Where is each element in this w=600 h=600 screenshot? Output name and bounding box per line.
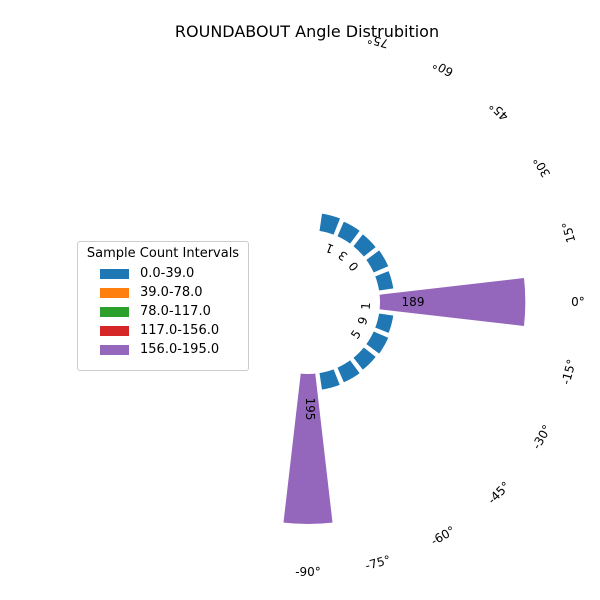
legend-swatch <box>100 287 129 298</box>
value-label: 189 <box>402 295 425 309</box>
legend-label: 117.0-156.0 <box>140 323 220 338</box>
value-label: 195 <box>303 398 317 421</box>
polar-bar <box>363 328 391 357</box>
polar-bar <box>372 311 396 336</box>
legend-swatch <box>100 268 129 279</box>
legend-item: 156.0-195.0 <box>86 340 240 359</box>
legend-label: 0.0-39.0 <box>140 266 195 281</box>
radial-tick-label: 0 <box>346 259 362 274</box>
legend-title: Sample Count Intervals <box>86 246 240 261</box>
radial-tick-label: 5 <box>348 327 364 341</box>
legend-swatch <box>100 344 129 355</box>
angle-tick-label: -90° <box>295 565 321 579</box>
legend: Sample Count Intervals 0.0-39.0 39.0-78.… <box>77 241 249 371</box>
angle-tick-label: -45° <box>485 479 513 507</box>
polar-bar <box>377 275 528 329</box>
polar-bar <box>350 344 379 373</box>
bars-group <box>281 211 528 526</box>
polar-bar <box>363 247 391 276</box>
legend-item: 39.0-78.0 <box>86 283 240 302</box>
polar-bar <box>317 211 343 238</box>
legend-label: 156.0-195.0 <box>140 342 220 357</box>
angle-tick-label: 15° <box>559 220 578 244</box>
polar-bar <box>372 268 396 293</box>
polar-bar <box>281 371 335 526</box>
radial-tick-label: 3 <box>336 248 351 264</box>
angle-tick-label: -15° <box>559 358 579 386</box>
angle-tick-label: 45° <box>486 99 511 124</box>
polar-bar <box>334 219 363 247</box>
angle-tick-label: 30° <box>530 154 553 179</box>
radial-tick-label: 1 <box>359 302 373 311</box>
angle-tick-label: -30° <box>529 422 554 451</box>
angle-tick-label: -60° <box>428 523 457 548</box>
radial-tick-label: 1 <box>324 240 336 256</box>
legend-item: 0.0-39.0 <box>86 264 240 283</box>
legend-label: 39.0-78.0 <box>140 285 203 300</box>
polar-bar <box>350 231 379 260</box>
legend-item: 78.0-117.0 <box>86 302 240 321</box>
radial-tick-label: 9 <box>355 315 371 327</box>
angle-tick-label: 75° <box>366 32 390 51</box>
angle-tick-label: 60° <box>430 57 455 80</box>
legend-label: 78.0-117.0 <box>140 304 211 319</box>
chart-title: ROUNDABOUT Angle Distrubition <box>175 22 439 41</box>
polar-bar <box>317 366 343 392</box>
legend-swatch <box>100 325 129 336</box>
legend-swatch <box>100 306 129 317</box>
legend-item: 117.0-156.0 <box>86 321 240 340</box>
polar-bar <box>334 357 363 385</box>
angle-tick-label: -75° <box>364 553 392 573</box>
angle-tick-label: 0° <box>571 295 585 309</box>
